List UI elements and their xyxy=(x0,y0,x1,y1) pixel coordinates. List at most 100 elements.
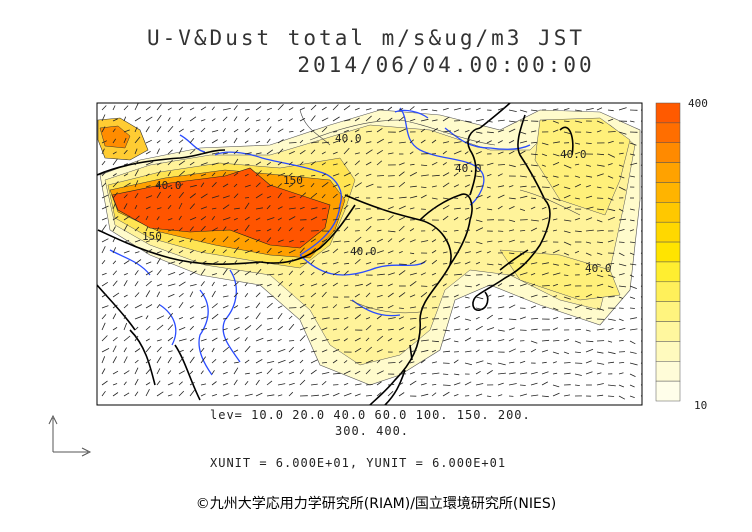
wind-vector xyxy=(178,191,185,199)
wind-vector xyxy=(233,305,239,309)
wind-vector xyxy=(145,226,149,232)
wind-vector xyxy=(629,384,635,388)
wind-vector xyxy=(596,328,605,331)
wind-vector xyxy=(552,283,559,287)
wind-vector xyxy=(266,217,275,221)
wind-vector xyxy=(277,371,283,375)
wind-vector xyxy=(596,173,604,177)
wind-vector xyxy=(519,252,525,255)
wind-vector xyxy=(200,316,207,320)
wind-vector xyxy=(585,131,592,133)
wind-vector xyxy=(398,338,404,342)
wind-vector xyxy=(222,328,228,331)
wind-vector xyxy=(200,305,206,309)
wind-vector xyxy=(244,345,251,353)
wind-vector xyxy=(607,109,614,112)
wind-vector xyxy=(607,340,613,343)
wind-vector xyxy=(178,381,183,386)
wind-vector xyxy=(464,229,471,232)
wind-vector xyxy=(519,262,528,265)
wind-vector xyxy=(200,328,208,331)
wind-vector xyxy=(288,207,296,210)
wind-vector xyxy=(420,240,429,243)
wind-vector xyxy=(332,318,340,320)
wind-vector xyxy=(387,391,394,397)
wind-vector xyxy=(101,390,106,397)
wind-vector xyxy=(145,359,152,364)
wind-vector xyxy=(464,328,470,331)
wind-vector xyxy=(156,380,161,386)
wind-vector xyxy=(134,205,138,210)
wind-vector xyxy=(508,128,516,133)
wind-vector xyxy=(453,207,461,210)
wind-vector xyxy=(200,162,208,166)
wind-vector xyxy=(310,338,317,342)
wind-vector xyxy=(288,142,297,144)
wind-vector xyxy=(442,204,450,210)
wind-vector xyxy=(431,239,437,243)
wind-vector xyxy=(266,172,272,177)
wind-vector xyxy=(431,185,437,188)
wind-vector xyxy=(255,379,260,386)
wind-vector xyxy=(585,142,592,144)
wind-vector xyxy=(277,312,283,320)
wind-vector xyxy=(233,292,239,298)
wind-vector xyxy=(145,173,150,177)
wind-vector xyxy=(178,160,186,166)
wind-vector xyxy=(618,252,625,257)
wind-vector xyxy=(398,116,405,122)
wind-vector xyxy=(541,349,549,353)
wind-vector xyxy=(343,172,352,177)
wind-vector xyxy=(365,141,372,144)
wind-vector xyxy=(541,272,549,276)
wind-vector xyxy=(101,281,109,287)
wind-vector xyxy=(354,141,360,144)
wind-vector xyxy=(486,120,493,123)
wind-vector xyxy=(607,384,616,387)
wind-vector xyxy=(310,316,317,320)
wind-vector xyxy=(112,327,118,331)
wind-vector xyxy=(354,393,361,397)
wind-vector xyxy=(244,262,251,265)
wind-vector xyxy=(244,393,253,397)
contour-label: 40.0 xyxy=(560,148,587,161)
wind-vector xyxy=(310,359,318,364)
wind-vector xyxy=(211,290,216,298)
wind-vector xyxy=(321,339,329,342)
wind-vector xyxy=(475,393,483,397)
wind-vector xyxy=(299,314,305,320)
wind-vector xyxy=(266,149,274,155)
wind-vector xyxy=(497,283,503,287)
wind-vector xyxy=(453,328,461,331)
wind-vector xyxy=(365,183,374,188)
wind-vector xyxy=(420,291,428,298)
wind-vector xyxy=(409,260,417,265)
wind-vector xyxy=(552,384,560,388)
wind-vector xyxy=(365,161,372,166)
wind-vector xyxy=(629,229,635,232)
wind-vector xyxy=(156,207,162,210)
wind-vector xyxy=(266,205,271,210)
wind-vector xyxy=(112,383,118,386)
wind-vector xyxy=(486,395,492,397)
wind-vector xyxy=(321,207,327,210)
wind-vector xyxy=(101,182,107,188)
wind-vector xyxy=(376,175,385,177)
wind-vector xyxy=(563,230,571,234)
wind-vector xyxy=(431,328,438,331)
wind-vector xyxy=(222,305,229,309)
wind-vector xyxy=(321,162,326,166)
wind-vector xyxy=(629,285,637,289)
wind-vector xyxy=(354,283,363,287)
wind-vector xyxy=(519,175,527,178)
wind-vector xyxy=(596,351,604,354)
wind-vector xyxy=(266,283,272,287)
wind-vector xyxy=(365,325,372,331)
wind-vector xyxy=(156,216,160,221)
wind-vector xyxy=(552,307,559,311)
wind-vector xyxy=(475,383,484,386)
wind-vector xyxy=(376,335,384,342)
wind-vector xyxy=(541,142,549,146)
wind-vector xyxy=(629,351,637,354)
wind-vector xyxy=(475,219,483,223)
